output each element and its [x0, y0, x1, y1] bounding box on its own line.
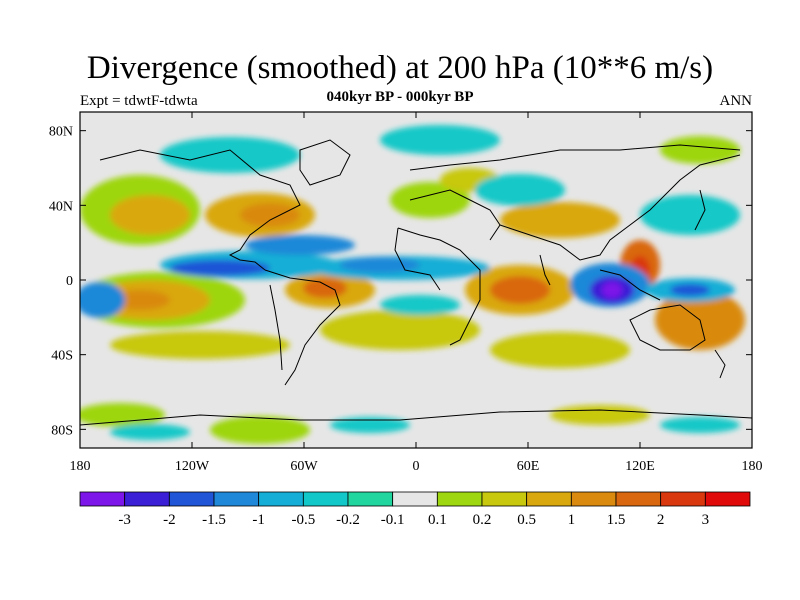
- x-tick-label: 0: [413, 459, 420, 474]
- colorbar: -3 -2 -1.5 -1 -0.5 -0.2 -0.1 0.1 0.2 0.5 1 1.5 2 3: [79, 491, 751, 528]
- colorbar-label: -1: [252, 512, 265, 528]
- x-tick-label: 180: [70, 459, 91, 474]
- colorbar-swatch: [436, 491, 483, 507]
- colorbar-swatch: [258, 491, 304, 507]
- colorbar-swatch: [660, 491, 706, 507]
- y-tick-label: 80S: [51, 423, 73, 438]
- y-axis: 80N 40N 0 40S 80S: [49, 125, 752, 438]
- season-label: ANN: [719, 93, 753, 109]
- y-tick-label: 80N: [49, 125, 73, 140]
- x-tick-label: 180: [742, 459, 763, 474]
- colorbar-label: 1.5: [607, 512, 626, 528]
- colorbar-swatch: [615, 491, 662, 507]
- y-tick-label: 40S: [51, 349, 73, 364]
- colorbar-label: 0.1: [428, 512, 447, 528]
- colorbar-label: 0.2: [473, 512, 492, 528]
- colorbar-swatch: [124, 491, 170, 507]
- colorbar-swatch: [79, 491, 126, 507]
- colorbar-swatch: [526, 491, 572, 507]
- plot-title: Divergence (smoothed) at 200 hPa (10**6 …: [86, 50, 714, 86]
- x-tick-label: 120W: [175, 459, 210, 474]
- colorbar-label: -0.1: [381, 512, 405, 528]
- colorbar-label: -2: [163, 512, 176, 528]
- x-tick-label: 60W: [290, 459, 318, 474]
- colorbar-swatch: [481, 491, 528, 507]
- colorbar-label: 2: [657, 512, 665, 528]
- colorbar-swatch: [347, 491, 394, 507]
- colorbar-label: 3: [702, 512, 710, 528]
- y-tick-label: 0: [66, 274, 73, 289]
- divergence-field: [80, 125, 752, 444]
- x-tick-label: 60E: [517, 459, 540, 474]
- colorbar-label: -1.5: [202, 512, 226, 528]
- coastlines: [80, 139, 752, 426]
- colorbar-swatch: [392, 491, 438, 507]
- colorbar-swatch: [168, 491, 215, 507]
- colorbar-label: -0.2: [336, 512, 360, 528]
- colorbar-swatch: [302, 491, 349, 507]
- colorbar-label: -0.5: [291, 512, 315, 528]
- colorbar-swatch: [570, 491, 617, 507]
- colorbar-label: 0.5: [517, 512, 536, 528]
- colorbar-swatch: [704, 491, 751, 507]
- colorbar-label: -3: [118, 512, 131, 528]
- colorbar-label: 1: [568, 512, 576, 528]
- y-tick-label: 40N: [49, 199, 73, 214]
- experiment-label: Expt = tdwtF-tdwta: [80, 93, 198, 109]
- x-axis: 180 120W 60W 0 60E 120E 180: [70, 112, 763, 474]
- x-tick-label: 120E: [625, 459, 655, 474]
- plot-subtitle: 040kyr BP - 000kyr BP: [326, 89, 474, 105]
- colorbar-swatch: [213, 491, 260, 507]
